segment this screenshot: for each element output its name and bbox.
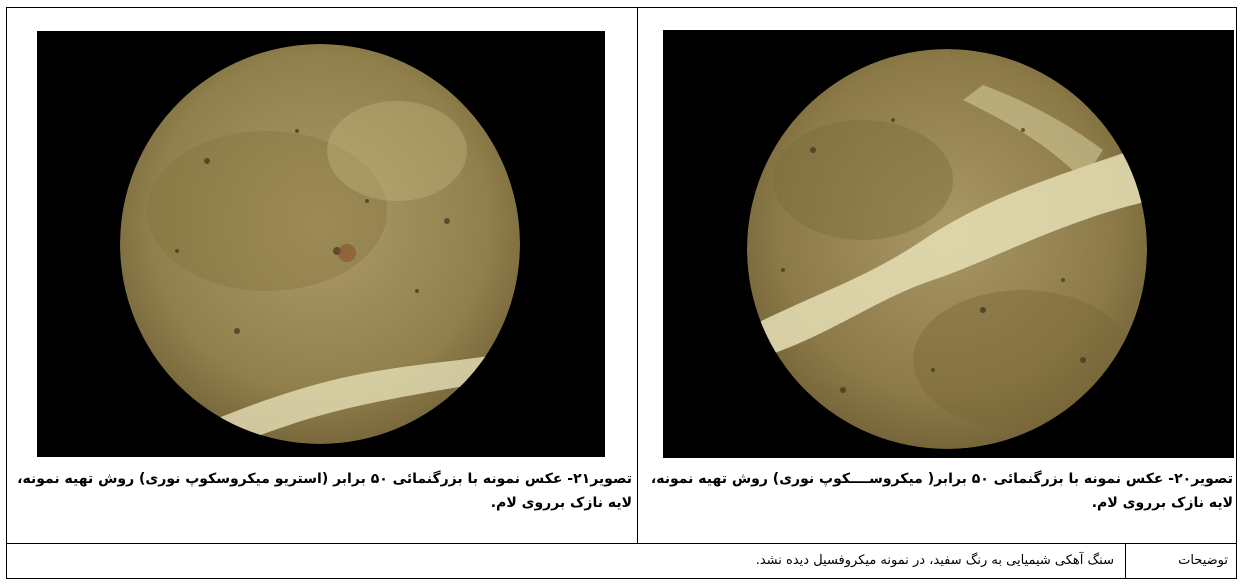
micrograph-figure-21 (37, 31, 605, 457)
figure-table (6, 7, 1237, 579)
label-divider (1125, 543, 1126, 579)
description-text: سنگ آهکی شیمیایی به رنگ سفید، در نمونه م… (755, 553, 1114, 568)
description-label: توضیحات (1178, 553, 1228, 568)
micrograph-figure-20 (663, 30, 1234, 458)
micrograph-figure-20-image (663, 30, 1234, 458)
row-divider (6, 543, 1237, 544)
column-divider (637, 7, 638, 543)
figure-20-caption: تصویر۲۰- عکس نمونه با بزرگنمائی ۵۰ برابر… (650, 471, 1233, 511)
micrograph-figure-21-image (37, 31, 605, 457)
figure-21-caption: تصویر۲۱- عکس نمونه با بزرگنمائی ۵۰ برابر… (17, 471, 632, 511)
